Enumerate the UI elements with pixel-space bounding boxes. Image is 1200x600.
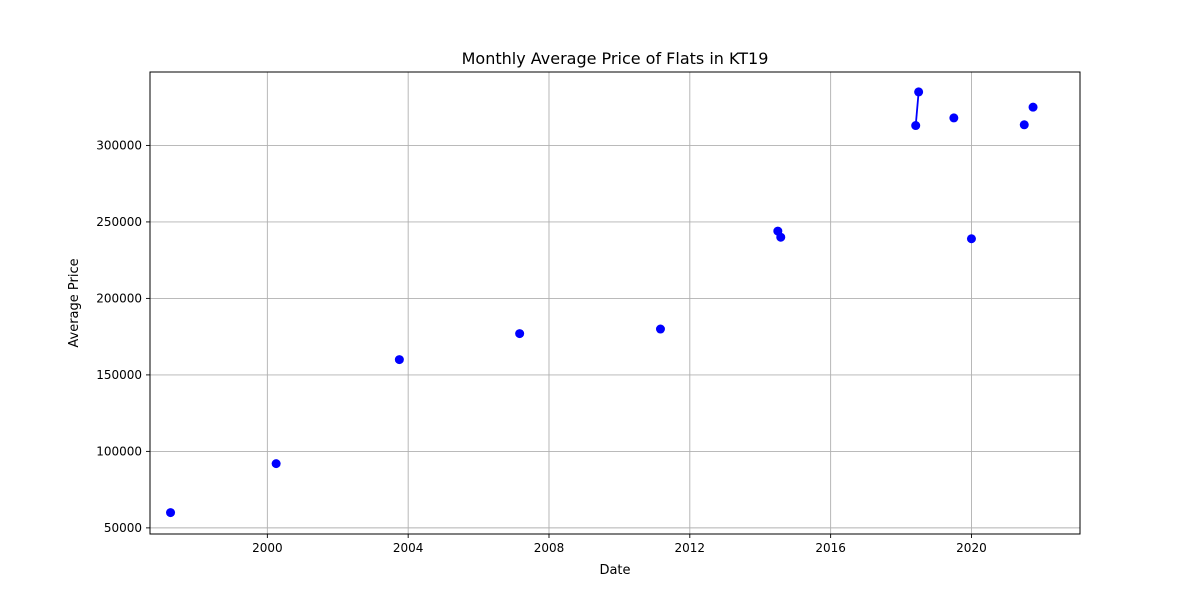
x-tick-label: 2004 <box>393 541 424 555</box>
y-tick-label: 150000 <box>96 368 142 382</box>
x-tick-label: 2008 <box>534 541 565 555</box>
data-point <box>1028 102 1038 112</box>
y-tick-label: 250000 <box>96 215 142 229</box>
plot-background <box>150 72 1080 534</box>
x-tick-label: 2000 <box>252 541 283 555</box>
data-point <box>914 87 924 97</box>
x-tick-label: 2012 <box>675 541 706 555</box>
x-tick-label: 2020 <box>956 541 987 555</box>
data-point <box>515 329 525 339</box>
plot-frame <box>149 71 1081 535</box>
ticks: 2000 2004 2008 2012 2016 2020 50000 100000 15000… <box>96 138 987 555</box>
data-point <box>949 113 959 123</box>
series-line-segment <box>914 91 920 126</box>
y-axis-label: Average Price <box>67 258 82 347</box>
data-point <box>911 121 921 131</box>
series-layer <box>166 87 1038 518</box>
y-tick-label: 100000 <box>96 444 142 458</box>
data-point <box>966 234 976 244</box>
grid <box>150 72 1080 534</box>
x-axis-label: Date <box>599 563 630 578</box>
data-point <box>1019 120 1029 130</box>
y-tick-label: 300000 <box>96 138 142 152</box>
data-point <box>655 324 665 334</box>
data-point <box>271 459 281 469</box>
data-point <box>394 355 404 365</box>
data-point <box>166 508 176 518</box>
data-point <box>776 232 786 242</box>
y-tick-label: 200000 <box>96 291 142 305</box>
y-tick-label: 50000 <box>104 521 142 535</box>
chart-title: Monthly Average Price of Flats in KT19 <box>462 49 769 68</box>
x-tick-label: 2016 <box>815 541 846 555</box>
